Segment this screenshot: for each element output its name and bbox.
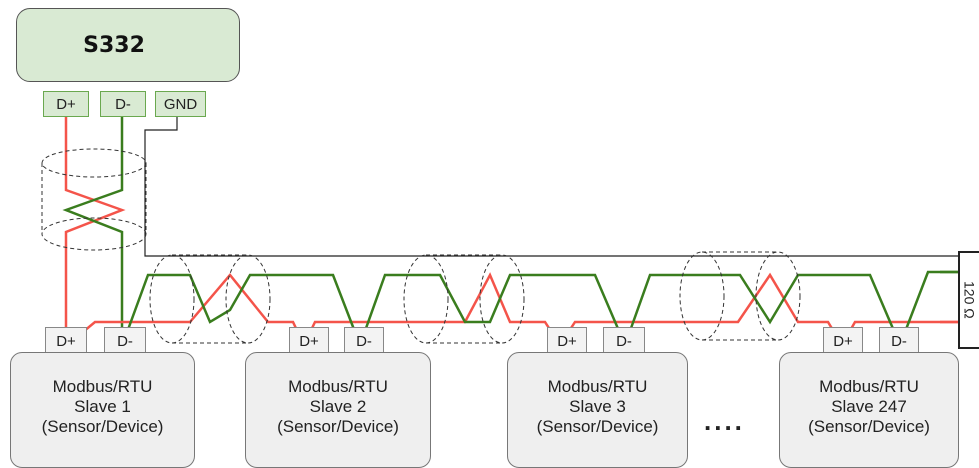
- slave-1-terminal-d-plus: D+: [45, 327, 87, 355]
- slave-247-device: Modbus/RTU Slave 247 (Sensor/Device): [779, 352, 959, 468]
- slave-1-device: Modbus/RTU Slave 1 (Sensor/Device): [10, 352, 195, 468]
- slave-3-device: Modbus/RTU Slave 3 (Sensor/Device): [507, 352, 688, 468]
- bus-shield-segment-2: [403, 254, 525, 344]
- terminator-resistor: [958, 251, 979, 349]
- slave-247-protocol: Modbus/RTU: [819, 377, 919, 396]
- slave-2-protocol: Modbus/RTU: [288, 377, 388, 396]
- slave-3-name: Slave 3: [569, 397, 626, 416]
- master-d-minus-wire: [62, 117, 124, 346]
- slave-247-terminal-d-plus: D+: [823, 327, 863, 355]
- slave-1-terminal-d-minus: D-: [104, 327, 146, 355]
- slave-2-name: Slave 2: [309, 397, 367, 416]
- slave-2-terminal-d-plus: D+: [289, 327, 329, 355]
- terminator-resistor-label: 120 Ω: [961, 281, 978, 319]
- bus-shield-segment-3: [679, 251, 801, 341]
- master-cable-twisted-pair: [41, 117, 147, 346]
- gnd-wire: [144, 117, 958, 257]
- slave-247-name: Slave 247: [831, 397, 907, 416]
- slave-1-protocol: Modbus/RTU: [52, 377, 153, 396]
- slave-3-terminal-d-minus: D-: [603, 327, 645, 355]
- slave-247-terminal-d-minus: D-: [879, 327, 919, 355]
- master-terminal-d-plus: D+: [43, 91, 89, 117]
- slave-3-protocol: Modbus/RTU: [547, 377, 648, 396]
- slave-2-terminal-d-minus: D-: [344, 327, 384, 355]
- slave-3-type: (Sensor/Device): [536, 417, 659, 436]
- slave-1-type: (Sensor/Device): [41, 417, 164, 436]
- slave-3-terminal-d-plus: D+: [547, 327, 587, 355]
- bus-shield-segment-1: [149, 254, 271, 344]
- more-slaves-ellipsis: ....: [704, 406, 745, 436]
- master-cable-shield-bottom: [41, 217, 147, 251]
- master-title: S332: [83, 32, 145, 58]
- master-cable-shield-top: [41, 148, 147, 178]
- master-terminal-d-minus: D-: [100, 91, 146, 117]
- master-device-s332: S332: [16, 8, 240, 82]
- master-d-plus-wire: [64, 117, 126, 346]
- slave-2-type: (Sensor/Device): [277, 417, 399, 436]
- slave-2-device: Modbus/RTU Slave 2 (Sensor/Device): [245, 352, 431, 468]
- master-terminal-gnd: GND: [155, 91, 206, 117]
- slave-1-name: Slave 1: [74, 397, 131, 416]
- slave-247-type: (Sensor/Device): [808, 417, 930, 436]
